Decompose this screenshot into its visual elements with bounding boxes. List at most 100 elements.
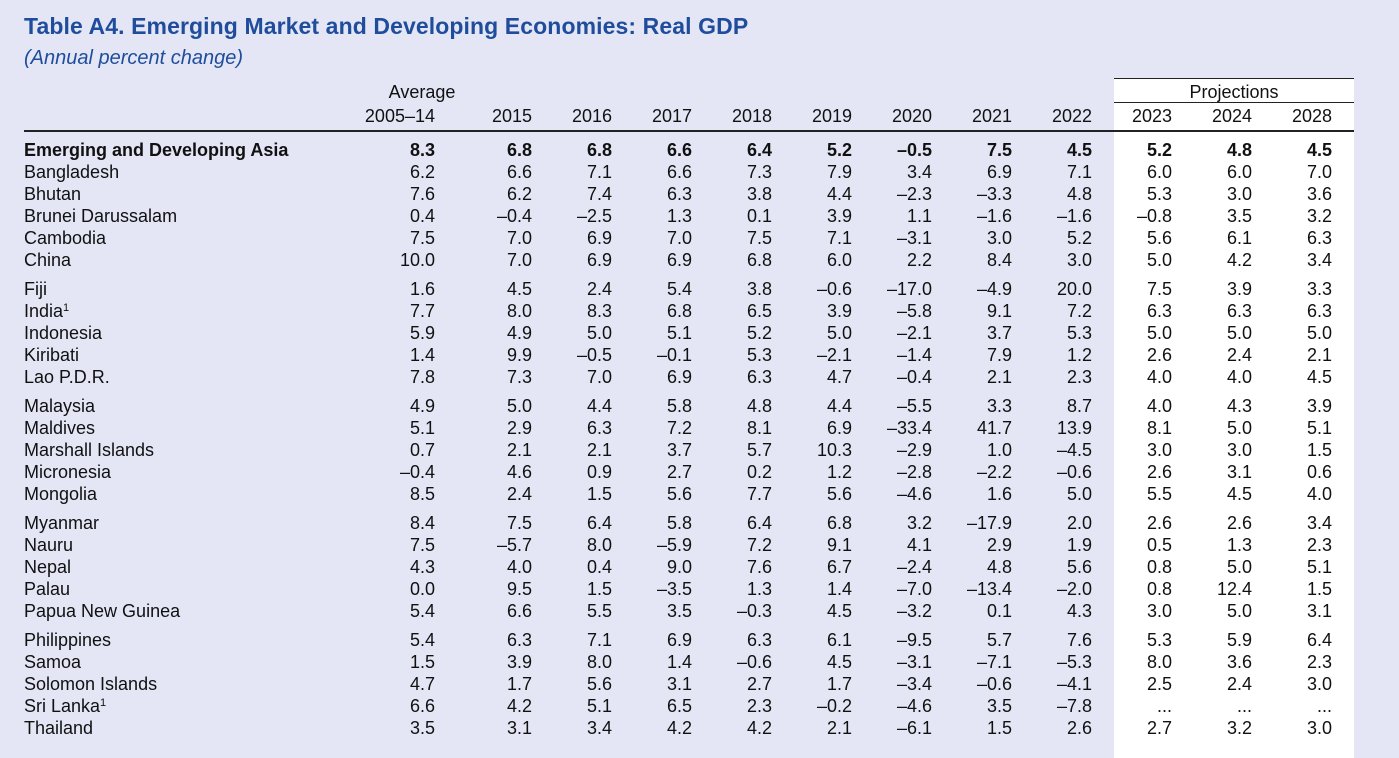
value-cell: 0.9 bbox=[586, 462, 612, 482]
value-cell: 7.1 bbox=[826, 228, 852, 248]
value-cell: 6.0 bbox=[1146, 162, 1172, 182]
value-cell: –0.4 bbox=[496, 206, 532, 226]
value-cell: 1.2 bbox=[1066, 345, 1092, 365]
value-cell: 6.4 bbox=[1306, 630, 1332, 650]
value-cell: 0.0 bbox=[409, 579, 435, 599]
value-cell: 5.0 bbox=[1306, 323, 1332, 343]
table-row: Fiji 1.6 4.5 2.4 5.4 3.8 –0.6 –17.0 –4.9 20.0 7.5 3… bbox=[24, 271, 1332, 300]
value-cell: 2.4 bbox=[1226, 674, 1252, 694]
value-cell: 4.4 bbox=[826, 396, 852, 416]
value-cell: 6.3 bbox=[506, 630, 532, 650]
value-cell: 10.3 bbox=[816, 440, 852, 460]
value-cell: 7.6 bbox=[746, 557, 772, 577]
value-cell: 2.2 bbox=[906, 250, 932, 270]
value-cell: 4.5 bbox=[826, 652, 852, 672]
table-subtitle: (Annual percent change) bbox=[24, 47, 244, 69]
value-cell: 6.9 bbox=[826, 418, 852, 438]
footnote-marker: 1 bbox=[100, 697, 107, 709]
value-cell: 6.0 bbox=[1226, 162, 1252, 182]
country-name-text: India bbox=[24, 301, 64, 321]
value-cell: 4.4 bbox=[826, 184, 852, 204]
value-cell: 6.3 bbox=[1306, 228, 1332, 248]
table-row: Palau 0.0 9.5 1.5 –3.5 1.3 1.4 –7.0 –13.4 –2.0 0.8… bbox=[24, 578, 1332, 600]
value-cell: 5.6 bbox=[826, 484, 852, 504]
table-row: Marshall Islands 0.7 2.1 2.1 3.7 5.7 10.3 –2.9 1… bbox=[24, 439, 1332, 461]
value-cell: ... bbox=[1236, 696, 1252, 716]
value-cell: 2.6 bbox=[1146, 462, 1172, 482]
country-name: Samoa bbox=[24, 651, 314, 673]
country-name-text: Myanmar bbox=[24, 513, 100, 533]
country-name-text: Solomon Islands bbox=[24, 674, 158, 694]
value-cell: 6.7 bbox=[826, 557, 852, 577]
value-cell: 3.0 bbox=[1226, 184, 1252, 204]
value-cell: 2.6 bbox=[1066, 718, 1092, 738]
value-cell: 2.7 bbox=[746, 674, 772, 694]
value-cell: 3.9 bbox=[826, 206, 852, 226]
value-cell: –2.1 bbox=[816, 345, 852, 365]
value-cell: 7.5 bbox=[506, 513, 532, 533]
country-name-text: Philippines bbox=[24, 630, 112, 650]
value-cell: 6.5 bbox=[666, 696, 692, 716]
value-cell: 6.6 bbox=[666, 162, 692, 182]
value-cell: 4.0 bbox=[506, 557, 532, 577]
value-cell: –0.5 bbox=[576, 345, 612, 365]
value-cell: 3.1 bbox=[666, 674, 692, 694]
value-cell: –6.1 bbox=[896, 718, 932, 738]
value-cell: 5.0 bbox=[1226, 557, 1252, 577]
table-row: Cambodia 7.5 7.0 6.9 7.0 7.5 7.1 –3.1 3.0 5.2 5.6 6… bbox=[24, 227, 1332, 249]
country-name: Myanmar bbox=[24, 505, 314, 534]
value-cell: 5.0 bbox=[1146, 323, 1172, 343]
country-name: Kiribati bbox=[24, 344, 314, 366]
value-cell: 2.1 bbox=[506, 440, 532, 460]
value-cell: ... bbox=[1316, 696, 1332, 716]
country-name-text: Fiji bbox=[24, 279, 47, 299]
value-cell: –3.2 bbox=[896, 601, 932, 621]
column-header-8: 2022 bbox=[1051, 106, 1092, 126]
value-cell: 6.1 bbox=[1226, 228, 1252, 248]
value-cell: 1.4 bbox=[409, 345, 435, 365]
value-cell: 3.5 bbox=[986, 696, 1012, 716]
country-name-text: Bhutan bbox=[24, 184, 82, 204]
value-cell: –1.4 bbox=[896, 345, 932, 365]
value-cell: –2.9 bbox=[896, 440, 932, 460]
value-cell: 1.5 bbox=[1306, 579, 1332, 599]
value-cell: 4.2 bbox=[1226, 250, 1252, 270]
value-cell: 8.7 bbox=[1066, 396, 1092, 416]
value-cell: 5.6 bbox=[586, 674, 612, 694]
table-row: Mongolia 8.5 2.4 1.5 5.6 7.7 5.6 –4.6 1.6 5.0 5.5 4… bbox=[24, 483, 1332, 505]
value-cell: 3.5 bbox=[666, 601, 692, 621]
country-name: Nauru bbox=[24, 534, 314, 556]
value-cell: 1.2 bbox=[826, 462, 852, 482]
value-cell: 0.5 bbox=[1146, 535, 1172, 555]
country-name-text: Thailand bbox=[24, 718, 94, 738]
value-cell: 3.4 bbox=[1306, 250, 1332, 270]
country-name-text: Nauru bbox=[24, 535, 74, 555]
value-cell: 6.9 bbox=[666, 630, 692, 650]
value-cell: 2.0 bbox=[1066, 513, 1092, 533]
table-row: Myanmar 8.4 7.5 6.4 5.8 6.4 6.8 3.2 –17.9 2.0 2.6 2… bbox=[24, 505, 1332, 534]
value-cell: 3.2 bbox=[1226, 718, 1252, 738]
table-row: Philippines 5.4 6.3 7.1 6.9 6.3 6.1 –9.5 5.7 7.6 5… bbox=[24, 622, 1332, 651]
value-cell: 5.2 bbox=[746, 323, 772, 343]
value-cell: 8.0 bbox=[506, 301, 532, 321]
country-name: Bhutan bbox=[24, 183, 314, 205]
value-cell: 2.3 bbox=[746, 696, 772, 716]
value-cell: 6.2 bbox=[409, 162, 435, 182]
value-cell: 2.1 bbox=[586, 440, 612, 460]
value-cell: 2.1 bbox=[826, 718, 852, 738]
column-header-11: 2028 bbox=[1291, 106, 1332, 126]
value-cell: 2.6 bbox=[1146, 513, 1172, 533]
value-cell: 7.0 bbox=[506, 228, 532, 248]
value-cell: 3.0 bbox=[1306, 718, 1332, 738]
country-name: Solomon Islands bbox=[24, 673, 314, 695]
value-cell: 8.3 bbox=[409, 140, 435, 160]
value-cell: 6.6 bbox=[506, 601, 532, 621]
value-cell: 3.5 bbox=[409, 718, 435, 738]
value-cell: 5.5 bbox=[1146, 484, 1172, 504]
value-cell: 3.6 bbox=[1226, 652, 1252, 672]
table-row: Papua New Guinea 5.4 6.6 5.5 3.5 –0.3 4.5 –3.2 0… bbox=[24, 600, 1332, 622]
value-cell: 1.3 bbox=[666, 206, 692, 226]
country-name: Indonesia bbox=[24, 322, 314, 344]
value-cell: 3.3 bbox=[986, 396, 1012, 416]
value-cell: 6.3 bbox=[586, 418, 612, 438]
